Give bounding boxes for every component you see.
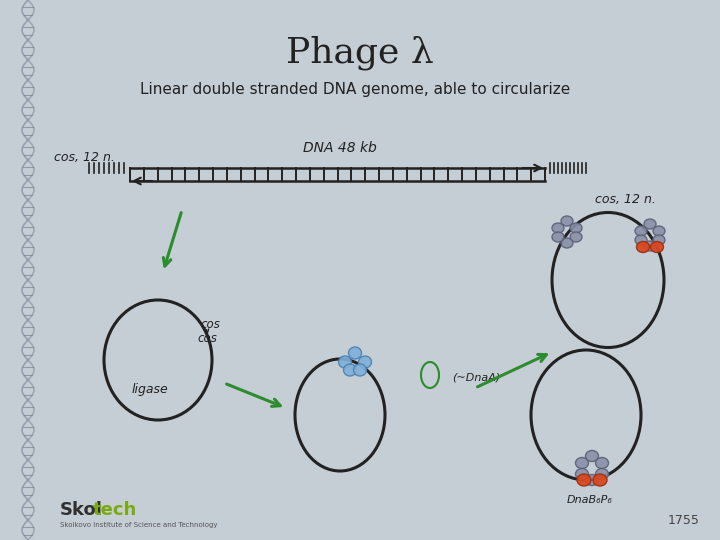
- Text: DNA 48 kb: DNA 48 kb: [303, 141, 377, 155]
- Ellipse shape: [585, 475, 598, 485]
- Ellipse shape: [635, 226, 647, 236]
- Ellipse shape: [593, 474, 607, 486]
- Text: DnaB₆P₆: DnaB₆P₆: [567, 495, 613, 505]
- Ellipse shape: [644, 241, 656, 251]
- Ellipse shape: [585, 450, 598, 462]
- Text: cos, 12 n.: cos, 12 n.: [54, 152, 115, 165]
- Ellipse shape: [343, 364, 356, 376]
- Ellipse shape: [354, 364, 366, 376]
- Ellipse shape: [570, 223, 582, 233]
- Ellipse shape: [359, 356, 372, 368]
- Ellipse shape: [338, 356, 351, 368]
- Ellipse shape: [653, 235, 665, 245]
- Ellipse shape: [636, 241, 649, 253]
- Ellipse shape: [650, 241, 664, 253]
- Text: tech: tech: [93, 501, 138, 519]
- Ellipse shape: [561, 216, 573, 226]
- Text: Skolkovo Institute of Science and Technology: Skolkovo Institute of Science and Techno…: [60, 522, 217, 528]
- Text: Phage λ: Phage λ: [286, 35, 434, 70]
- Ellipse shape: [552, 223, 564, 233]
- Ellipse shape: [653, 226, 665, 236]
- Text: cos: cos: [200, 319, 220, 332]
- Text: cos: cos: [197, 333, 217, 346]
- Text: Linear double stranded DNA genome, able to circularize: Linear double stranded DNA genome, able …: [140, 82, 570, 97]
- Ellipse shape: [552, 232, 564, 242]
- Ellipse shape: [561, 238, 573, 248]
- Text: ligase: ligase: [132, 383, 168, 396]
- Ellipse shape: [575, 457, 588, 469]
- Ellipse shape: [644, 219, 656, 229]
- Ellipse shape: [595, 469, 608, 480]
- Text: (~DnaA): (~DnaA): [452, 372, 500, 382]
- Ellipse shape: [570, 232, 582, 242]
- Ellipse shape: [595, 457, 608, 469]
- Ellipse shape: [575, 469, 588, 480]
- Text: cos, 12 n.: cos, 12 n.: [595, 193, 656, 206]
- Ellipse shape: [635, 235, 647, 245]
- Ellipse shape: [577, 474, 591, 486]
- Text: Skol: Skol: [60, 501, 103, 519]
- Ellipse shape: [348, 347, 361, 359]
- Text: 1755: 1755: [668, 514, 700, 526]
